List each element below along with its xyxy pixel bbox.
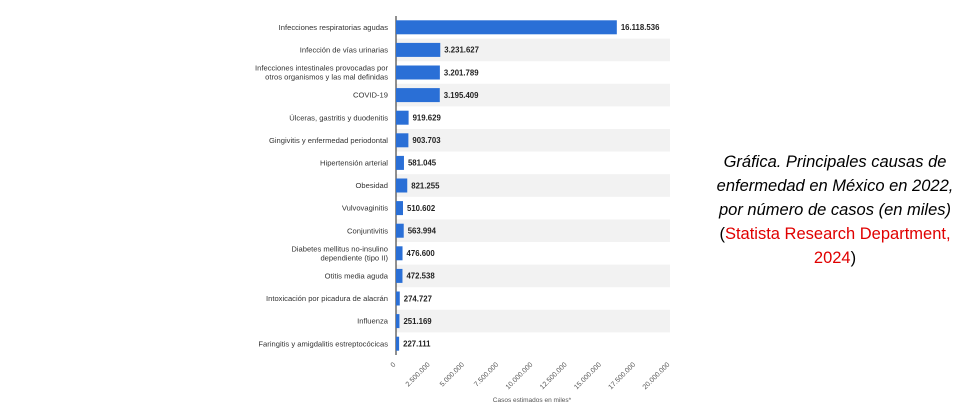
- bar: [396, 314, 400, 329]
- bar: [396, 65, 440, 80]
- value-label: 581.045: [408, 159, 437, 168]
- category-label: Intoxicación por picadura de alacrán: [266, 294, 388, 303]
- category-label: Úlceras, gastritis y duodenitis: [289, 113, 388, 122]
- category-label: Influenza: [357, 317, 389, 326]
- row-stripe: [396, 174, 670, 197]
- x-tick-label: 0: [390, 361, 398, 369]
- bar: [396, 20, 617, 35]
- row-stripe: [396, 219, 670, 242]
- value-label: 903.703: [412, 136, 441, 145]
- category-label: Conjuntivitis: [347, 226, 388, 235]
- category-label: Gingivitis y enfermedad periodontal: [269, 136, 388, 145]
- bar: [396, 88, 440, 103]
- category-label: Vulvovaginitis: [342, 204, 388, 213]
- value-label: 3.231.627: [444, 46, 479, 55]
- x-axis-title: Casos estimados en miles*: [493, 397, 572, 404]
- value-label: 227.111: [403, 340, 431, 349]
- category-label: Infecciones respiratorias agudas: [279, 23, 389, 32]
- bar: [396, 155, 404, 170]
- figure-caption: Gráfica. Principales causas de enfermeda…: [706, 150, 964, 270]
- row-stripe: [396, 83, 670, 107]
- bar-chart: Infecciones respiratorias agudas 16.118.5…: [255, 16, 672, 404]
- value-label: 251.169: [403, 317, 432, 326]
- caption-close-paren: ): [850, 249, 857, 267]
- value-label: 476.600: [407, 249, 436, 258]
- value-label: 919.629: [413, 114, 442, 123]
- row-stripe: [396, 129, 670, 152]
- bar: [396, 133, 409, 148]
- value-label: 563.994: [408, 227, 437, 236]
- x-tick-label: 20.000.000: [642, 361, 672, 391]
- caption-text: Gráfica. Principales causas de enfermeda…: [716, 153, 954, 219]
- category-label: Otitis media aguda: [325, 272, 389, 281]
- x-tick-label: 10.000.000: [505, 361, 535, 391]
- bar: [396, 42, 441, 57]
- row-stripe: [396, 38, 670, 62]
- category-label: Obesidad: [355, 181, 388, 190]
- value-label: 472.538: [406, 272, 435, 281]
- bar: [396, 223, 404, 238]
- category-label: Diabetes mellitus no-insulino dependiente…: [291, 244, 388, 262]
- value-label: 16.118.536: [621, 23, 660, 32]
- category-label: Hipertensión arterial: [320, 159, 388, 168]
- row-stripe: [396, 309, 670, 333]
- row-stripe: [396, 264, 670, 288]
- bar: [396, 268, 403, 283]
- value-label: 3.201.789: [444, 68, 479, 77]
- caption-source: Statista Research Department, 2024: [724, 225, 951, 267]
- category-label: COVID-19: [353, 91, 388, 100]
- category-label: Infección de vías urinarias: [300, 46, 388, 55]
- bar: [396, 201, 403, 216]
- x-tick-label: 12.500.000: [539, 361, 569, 391]
- bar: [396, 178, 408, 193]
- bar: [396, 246, 403, 261]
- value-label: 821.255: [411, 181, 440, 190]
- x-tick-label: 5.000.000: [439, 361, 466, 388]
- value-label: 510.602: [407, 204, 436, 213]
- bar: [396, 291, 400, 306]
- caption-open-paren: (: [719, 225, 725, 243]
- category-label: Faringitis y amigdalitis estreptocócicas: [258, 339, 388, 348]
- value-label: 274.727: [404, 294, 432, 303]
- category-label: Infecciones intestinales provocadas por o…: [255, 64, 388, 82]
- chart-container: Infecciones respiratorias agudas 16.118.5…: [255, 16, 672, 404]
- x-tick-label: 15.000.000: [573, 361, 603, 391]
- x-tick-label: 2.500.000: [405, 361, 432, 388]
- bar: [396, 336, 400, 351]
- x-tick-label: 17.500.000: [607, 361, 637, 391]
- x-tick-label: 7.500.000: [473, 361, 500, 388]
- bar: [396, 110, 409, 125]
- value-label: 3.195.409: [444, 91, 479, 100]
